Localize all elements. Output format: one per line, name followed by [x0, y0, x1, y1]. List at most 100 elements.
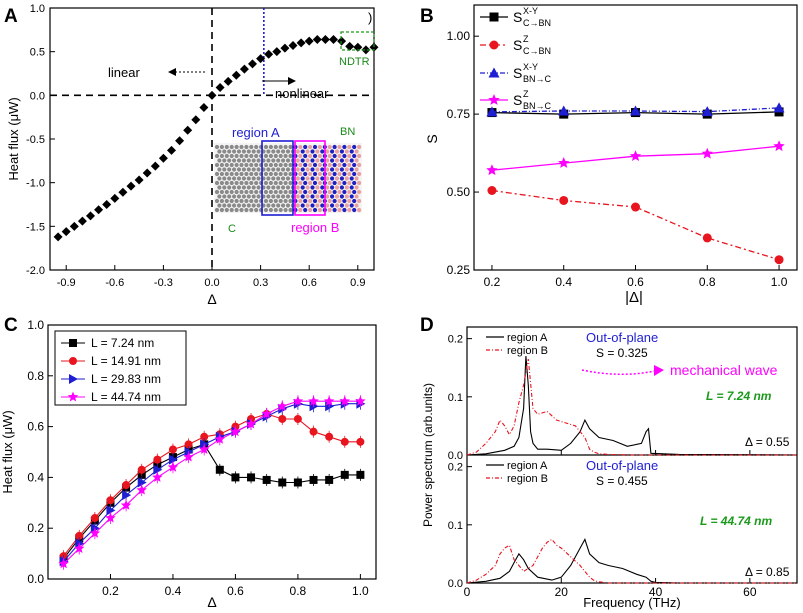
lattice-atom — [352, 153, 357, 159]
b-ytick-label: 0.50 — [447, 185, 471, 199]
lattice-atom — [354, 158, 359, 163]
lattice-atom — [342, 144, 347, 150]
lattice-atom — [357, 153, 362, 159]
lattice-atom — [308, 171, 313, 177]
lattice-atom — [256, 158, 261, 163]
lattice-atom — [254, 162, 259, 168]
a-point — [199, 103, 209, 113]
lattice-atom — [330, 194, 335, 199]
c-series-marker — [122, 490, 132, 501]
lattice-atom — [219, 180, 224, 186]
d-xtick-label: 20 — [555, 585, 569, 599]
c-series-marker — [323, 395, 335, 406]
a-xtick-label: 0.0 — [204, 277, 219, 289]
lattice-atom — [344, 203, 349, 208]
a-point — [167, 145, 176, 155]
lattice-atom — [334, 158, 340, 163]
c-series-marker — [325, 432, 334, 441]
lattice-atom — [305, 149, 310, 154]
panel-c-ylabel: Heat flux (μW) — [0, 410, 15, 493]
lattice-atom — [342, 189, 347, 195]
b-legend-base: S — [513, 37, 522, 53]
lattice-atom — [273, 144, 278, 150]
a-point — [102, 200, 112, 209]
panel-a-region-a-label: region A — [232, 125, 280, 140]
lattice-atom — [305, 176, 310, 181]
lattice-atom — [325, 158, 330, 163]
lattice-atom — [266, 176, 271, 181]
a-ytick-label: -2.0 — [26, 265, 45, 277]
c-series-marker — [247, 473, 256, 482]
lattice-atom — [327, 207, 332, 213]
a-point — [94, 205, 104, 215]
lattice-atom — [310, 167, 315, 172]
lattice-atom — [234, 153, 239, 159]
lattice-atom — [295, 194, 300, 199]
lattice-atom — [217, 158, 222, 163]
d-xtick-label: 60 — [743, 585, 757, 599]
c-series-marker — [152, 471, 163, 482]
lattice-atom — [298, 189, 303, 195]
lattice-atom — [214, 207, 220, 213]
lattice-atom — [339, 185, 344, 190]
d-series-line — [466, 358, 797, 456]
lattice-atom — [217, 194, 222, 199]
c-series-marker — [74, 543, 85, 553]
lattice-atom — [288, 189, 293, 195]
lattice-atom — [273, 189, 278, 195]
lattice-atom — [298, 144, 303, 150]
lattice-atom — [276, 194, 281, 199]
panel-c-legend: L = 7.24 nm L = 14.91 nm L = 29.83 nm L = 4… — [54, 330, 187, 406]
lattice-atom — [300, 149, 305, 154]
lattice-atom — [303, 171, 308, 177]
lattice-atom — [278, 153, 283, 159]
c-legend-marker — [69, 357, 77, 365]
lattice-atom — [357, 189, 362, 195]
lattice-atom — [315, 185, 320, 190]
panel-b-yticks: 1.00 0.75 0.50 0.25 — [447, 29, 479, 277]
d-wave-arrowhead — [654, 365, 664, 376]
region-a-box — [261, 140, 294, 216]
lattice-atom — [320, 149, 325, 154]
c-series-marker — [153, 455, 162, 464]
lattice-atom — [305, 203, 310, 208]
lattice-atom — [281, 203, 286, 208]
lattice-atom — [305, 167, 310, 172]
lattice-atom — [349, 176, 354, 181]
c-series-marker — [340, 437, 349, 446]
c-series-marker — [339, 395, 350, 406]
lattice-atom — [332, 171, 337, 177]
lattice-atom — [278, 189, 283, 195]
a-point — [361, 45, 371, 55]
lattice-atom — [256, 167, 261, 172]
lattice-atom — [268, 144, 273, 150]
lattice-atom — [357, 171, 362, 177]
panel-c-xlabel: Δ — [207, 594, 216, 610]
lattice-atom — [352, 189, 357, 195]
d-bottom-legend-b: region B — [507, 473, 548, 485]
lattice-atom — [317, 189, 322, 195]
lattice-atom — [241, 176, 246, 181]
b-series-marker — [630, 105, 641, 116]
panel-b: B S |Δ| 0.2 0.4 0.6 0.8 1.0 1.00 0.75 0.50 0.25… — [420, 4, 798, 306]
lattice-atom — [268, 153, 273, 159]
b-legend-marker — [488, 67, 500, 78]
b-series-marker — [631, 202, 640, 212]
lattice-atom — [249, 153, 254, 159]
lattice-atom — [222, 203, 227, 208]
lattice-atom — [244, 153, 249, 159]
lattice-atom — [349, 203, 354, 208]
lattice-atom — [349, 167, 354, 172]
lattice-atom — [312, 189, 318, 195]
lattice-atom — [330, 158, 335, 163]
lattice-atom — [320, 185, 325, 190]
lattice-atom — [337, 153, 342, 159]
panel-c: C Heat flux (μW) Δ 0.2 0.4 0.6 0.8 1.0 1.00.… — [0, 315, 377, 610]
lattice-atom — [344, 194, 349, 199]
lattice-atom — [271, 194, 276, 199]
lattice-atom — [219, 162, 224, 168]
panel-b-xticks: 0.2 0.4 0.6 0.8 1.0 — [484, 265, 788, 289]
lattice-atom — [278, 162, 283, 168]
d-ytick-label: 0.0 — [448, 578, 463, 590]
lattice-atom — [349, 185, 354, 190]
